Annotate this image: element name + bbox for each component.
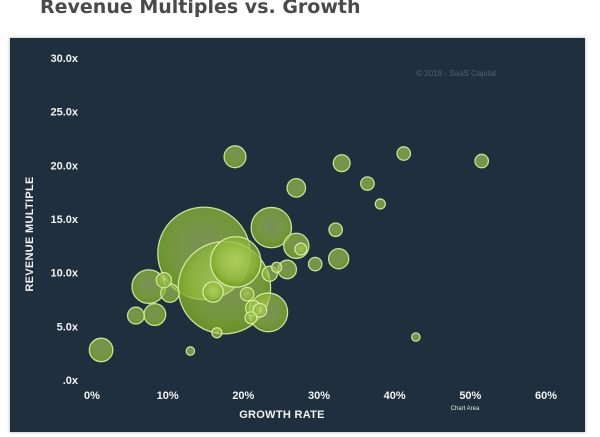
x-tick-label: 60% (535, 390, 557, 402)
data-bubble (209, 236, 262, 288)
page-title: Revenue Multiples vs. Growth (40, 0, 361, 18)
data-bubble (126, 306, 145, 325)
data-bubble (307, 256, 323, 272)
data-bubble (250, 206, 293, 249)
data-bubble (474, 153, 490, 169)
y-tick-label: 25.0x (50, 107, 78, 119)
data-bubble (185, 346, 196, 356)
bubbles-group (88, 145, 490, 363)
x-axis-ticks: 0% 10% 20% 30% 40% 50% 60% (84, 390, 557, 402)
y-axis-title: REVENUE MULTIPLE (24, 176, 36, 291)
x-axis-title: GROWTH RATE (239, 409, 325, 421)
data-bubble (396, 146, 412, 161)
data-bubble (223, 145, 247, 169)
bubble-chart: .0x 5.0x 10.0x 15.0x 20.0x 25.0x 30.0x 0% 10% 20… (10, 38, 585, 432)
x-tick-label: 10% (157, 390, 179, 402)
chart-panel: .0x 5.0x 10.0x 15.0x 20.0x 25.0x 30.0x 0% 10% 20… (10, 38, 585, 432)
data-bubble (374, 198, 386, 210)
x-tick-label: 0% (84, 390, 100, 402)
y-tick-label: 20.0x (50, 160, 78, 172)
data-bubble (202, 281, 224, 303)
data-bubble (294, 242, 308, 256)
y-tick-label: 5.0x (57, 321, 79, 333)
y-axis-ticks: .0x 5.0x 10.0x 15.0x 20.0x 25.0x 30.0x (50, 53, 78, 387)
y-tick-label: 10.0x (50, 268, 78, 280)
data-bubble (332, 154, 351, 173)
x-tick-label: 20% (232, 390, 254, 402)
data-bubble (328, 222, 344, 238)
y-tick-label: 30.0x (50, 53, 78, 65)
data-bubble (244, 311, 258, 325)
chart-area-label: Chart Area (451, 406, 480, 412)
x-tick-label: 40% (384, 390, 406, 402)
data-bubble (286, 177, 307, 198)
y-tick-label: 15.0x (50, 214, 78, 226)
y-tick-label: .0x (63, 375, 79, 387)
data-bubble (155, 271, 173, 289)
data-bubble (411, 332, 421, 342)
copyright-text: © 2019 - SaaS Capital (416, 69, 496, 78)
data-bubble (252, 302, 268, 318)
data-bubble (211, 327, 223, 339)
data-bubble (327, 247, 350, 270)
data-bubble (239, 286, 255, 302)
data-bubble (270, 261, 283, 273)
data-bubble (360, 176, 375, 191)
data-bubble (88, 337, 114, 363)
data-bubble (143, 302, 167, 327)
x-tick-label: 50% (459, 390, 481, 402)
x-tick-label: 30% (308, 390, 330, 402)
